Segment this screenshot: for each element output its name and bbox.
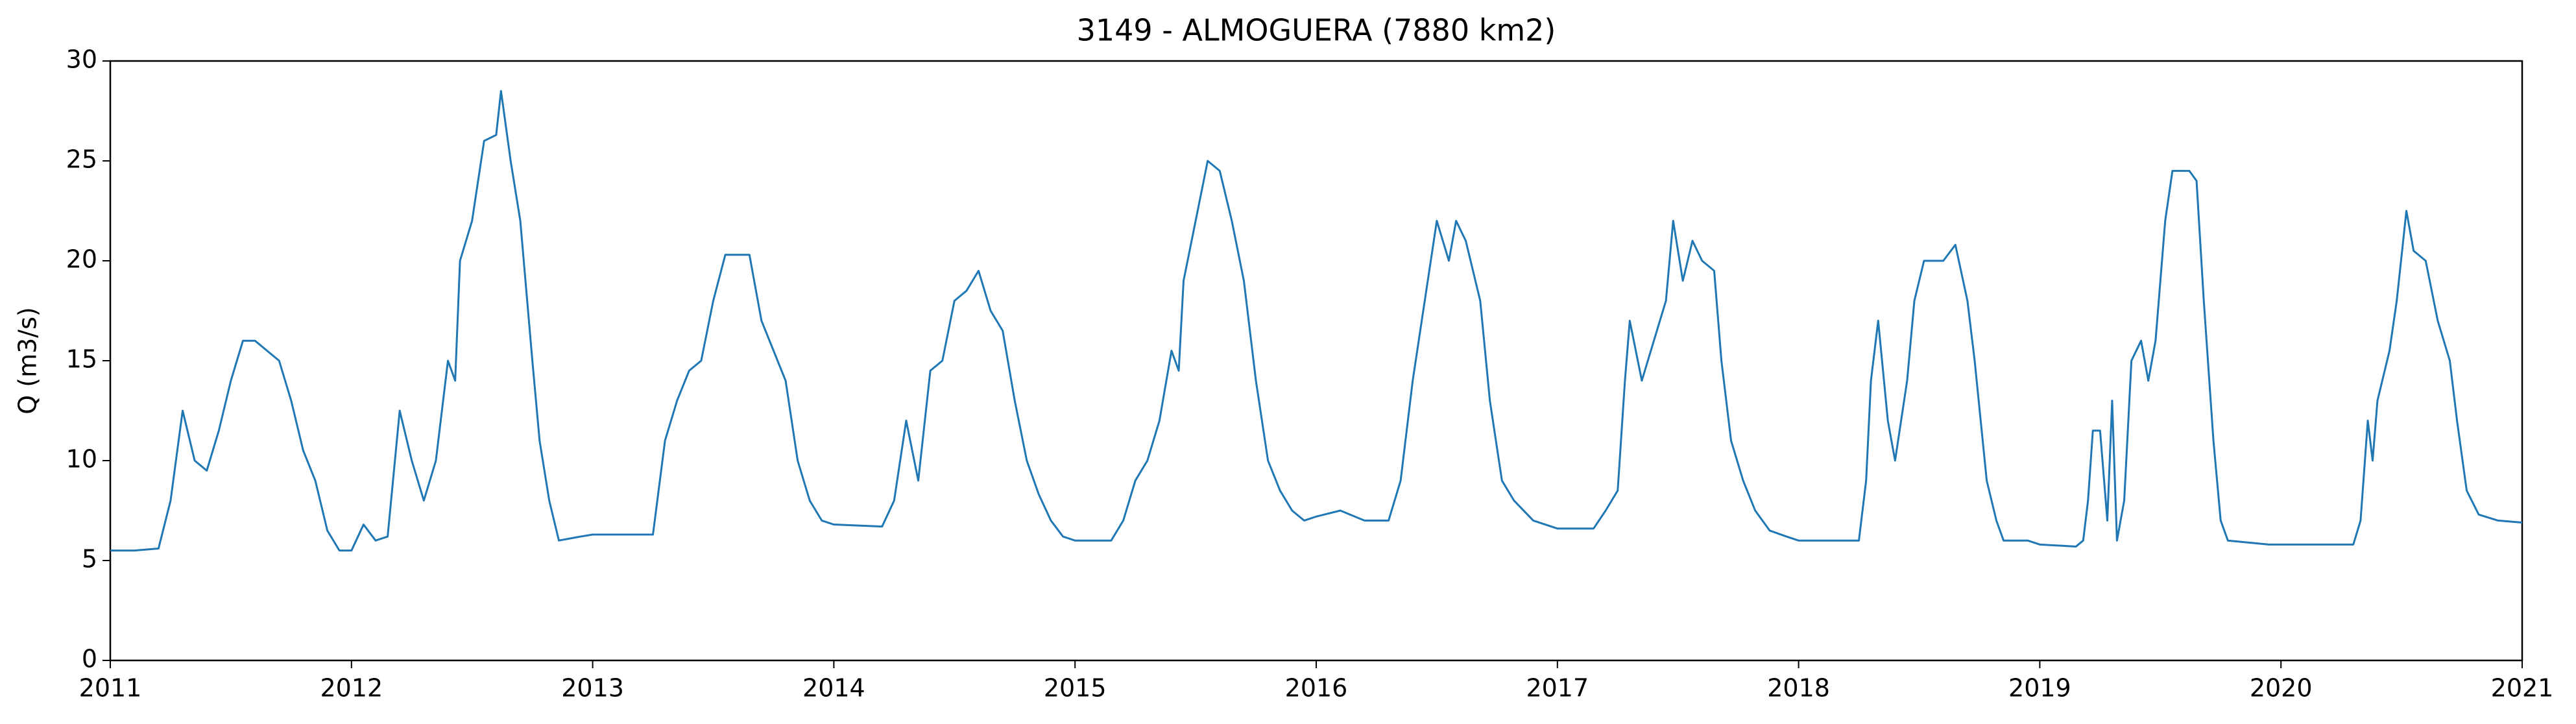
x-tick-label: 2014 — [802, 674, 865, 703]
y-tick-label: 10 — [66, 445, 97, 474]
line-series — [110, 90, 2523, 552]
y-tick-label: 15 — [66, 345, 97, 374]
y-tick-label: 25 — [66, 145, 97, 174]
x-tick-label: 2011 — [79, 674, 142, 703]
y-tick-label: 0 — [82, 645, 97, 673]
x-tick-label: 2019 — [2008, 674, 2071, 703]
x-tick-label: 2021 — [2491, 674, 2554, 703]
y-tick-label: 20 — [66, 245, 97, 274]
x-tick-label: 2017 — [1526, 674, 1589, 703]
x-tick-label: 2013 — [561, 674, 624, 703]
x-tick-label: 2012 — [320, 674, 383, 703]
y-axis-label: Q (m3/s) — [14, 307, 42, 414]
x-tick-label: 2020 — [2250, 674, 2313, 703]
chart-title: 3149 - ALMOGUERA (7880 km2) — [1077, 13, 1556, 48]
y-tick-label: 5 — [82, 545, 97, 573]
y-tick-label: 30 — [66, 45, 97, 74]
x-tick-label: 2016 — [1285, 674, 1348, 703]
x-tick-label: 2018 — [1767, 674, 1830, 703]
x-tick-label: 2015 — [1044, 674, 1107, 703]
